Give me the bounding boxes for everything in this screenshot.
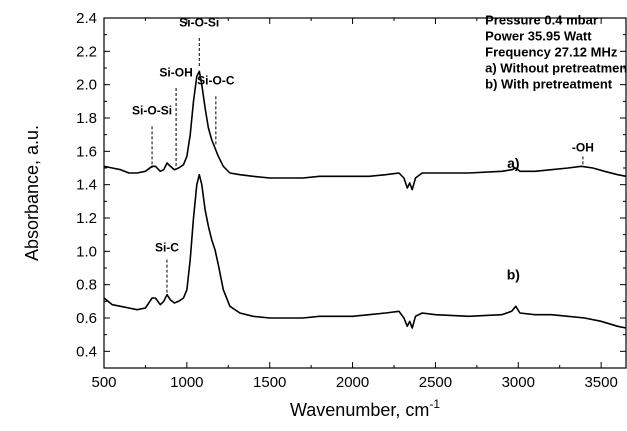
y-tick-label: 1.8 [76,110,97,127]
annotation-label-2: Si-O-Si [179,15,219,29]
x-tick-label: 500 [91,374,116,391]
x-axis-title: Wavenumber, cm-1 [290,397,440,420]
x-tick-label: 1500 [253,374,286,391]
annotation-label-4: Si-C [155,240,179,254]
x-tick-label: 1000 [170,374,203,391]
annotation-label-1: Si-OH [159,65,192,79]
series-label-1: b) [507,267,520,283]
x-axis-title-superscript: -1 [429,397,440,411]
info-line-0: Pressure 0.4 mbar [485,13,598,28]
y-tick-label: 2.0 [76,77,97,94]
y-tick-label: 0.4 [76,343,97,360]
y-tick-label: 0.6 [76,310,97,327]
x-tick-label: 2000 [336,374,369,391]
series-line-1 [103,173,627,329]
series-label-0: a) [507,155,519,171]
series-line-0 [103,70,627,191]
annotation-label-0: Si-O-Si [132,104,172,118]
y-tick-label: 1.0 [76,243,97,260]
y-tick-label: 1.6 [76,143,97,160]
y-tick-label: 1.2 [76,210,97,227]
x-tick-label: 2500 [419,374,452,391]
x-axis-title-text: Wavenumber, cm [290,400,429,420]
x-tick-label: 3000 [502,374,535,391]
info-line-1: Power 35.95 Watt [485,29,592,44]
info-line-3: a) Without pretreatment [485,61,627,76]
y-tick-label: 2.4 [76,10,97,27]
y-tick-label: 2.2 [76,43,97,60]
info-line-2: Frequency 27.12 MHz [485,45,618,60]
info-line-4: b) With pretreatment [485,77,613,92]
y-tick-label: 0.8 [76,277,97,294]
y-axis-title: Absorbance, a.u. [22,125,42,261]
annotation-label-3: Si-O-C [197,74,235,88]
y-tick-label: 1.4 [76,177,97,194]
annotation-label-5: -OH [572,140,594,154]
x-tick-label: 3500 [584,374,617,391]
plot-frame [103,17,627,369]
